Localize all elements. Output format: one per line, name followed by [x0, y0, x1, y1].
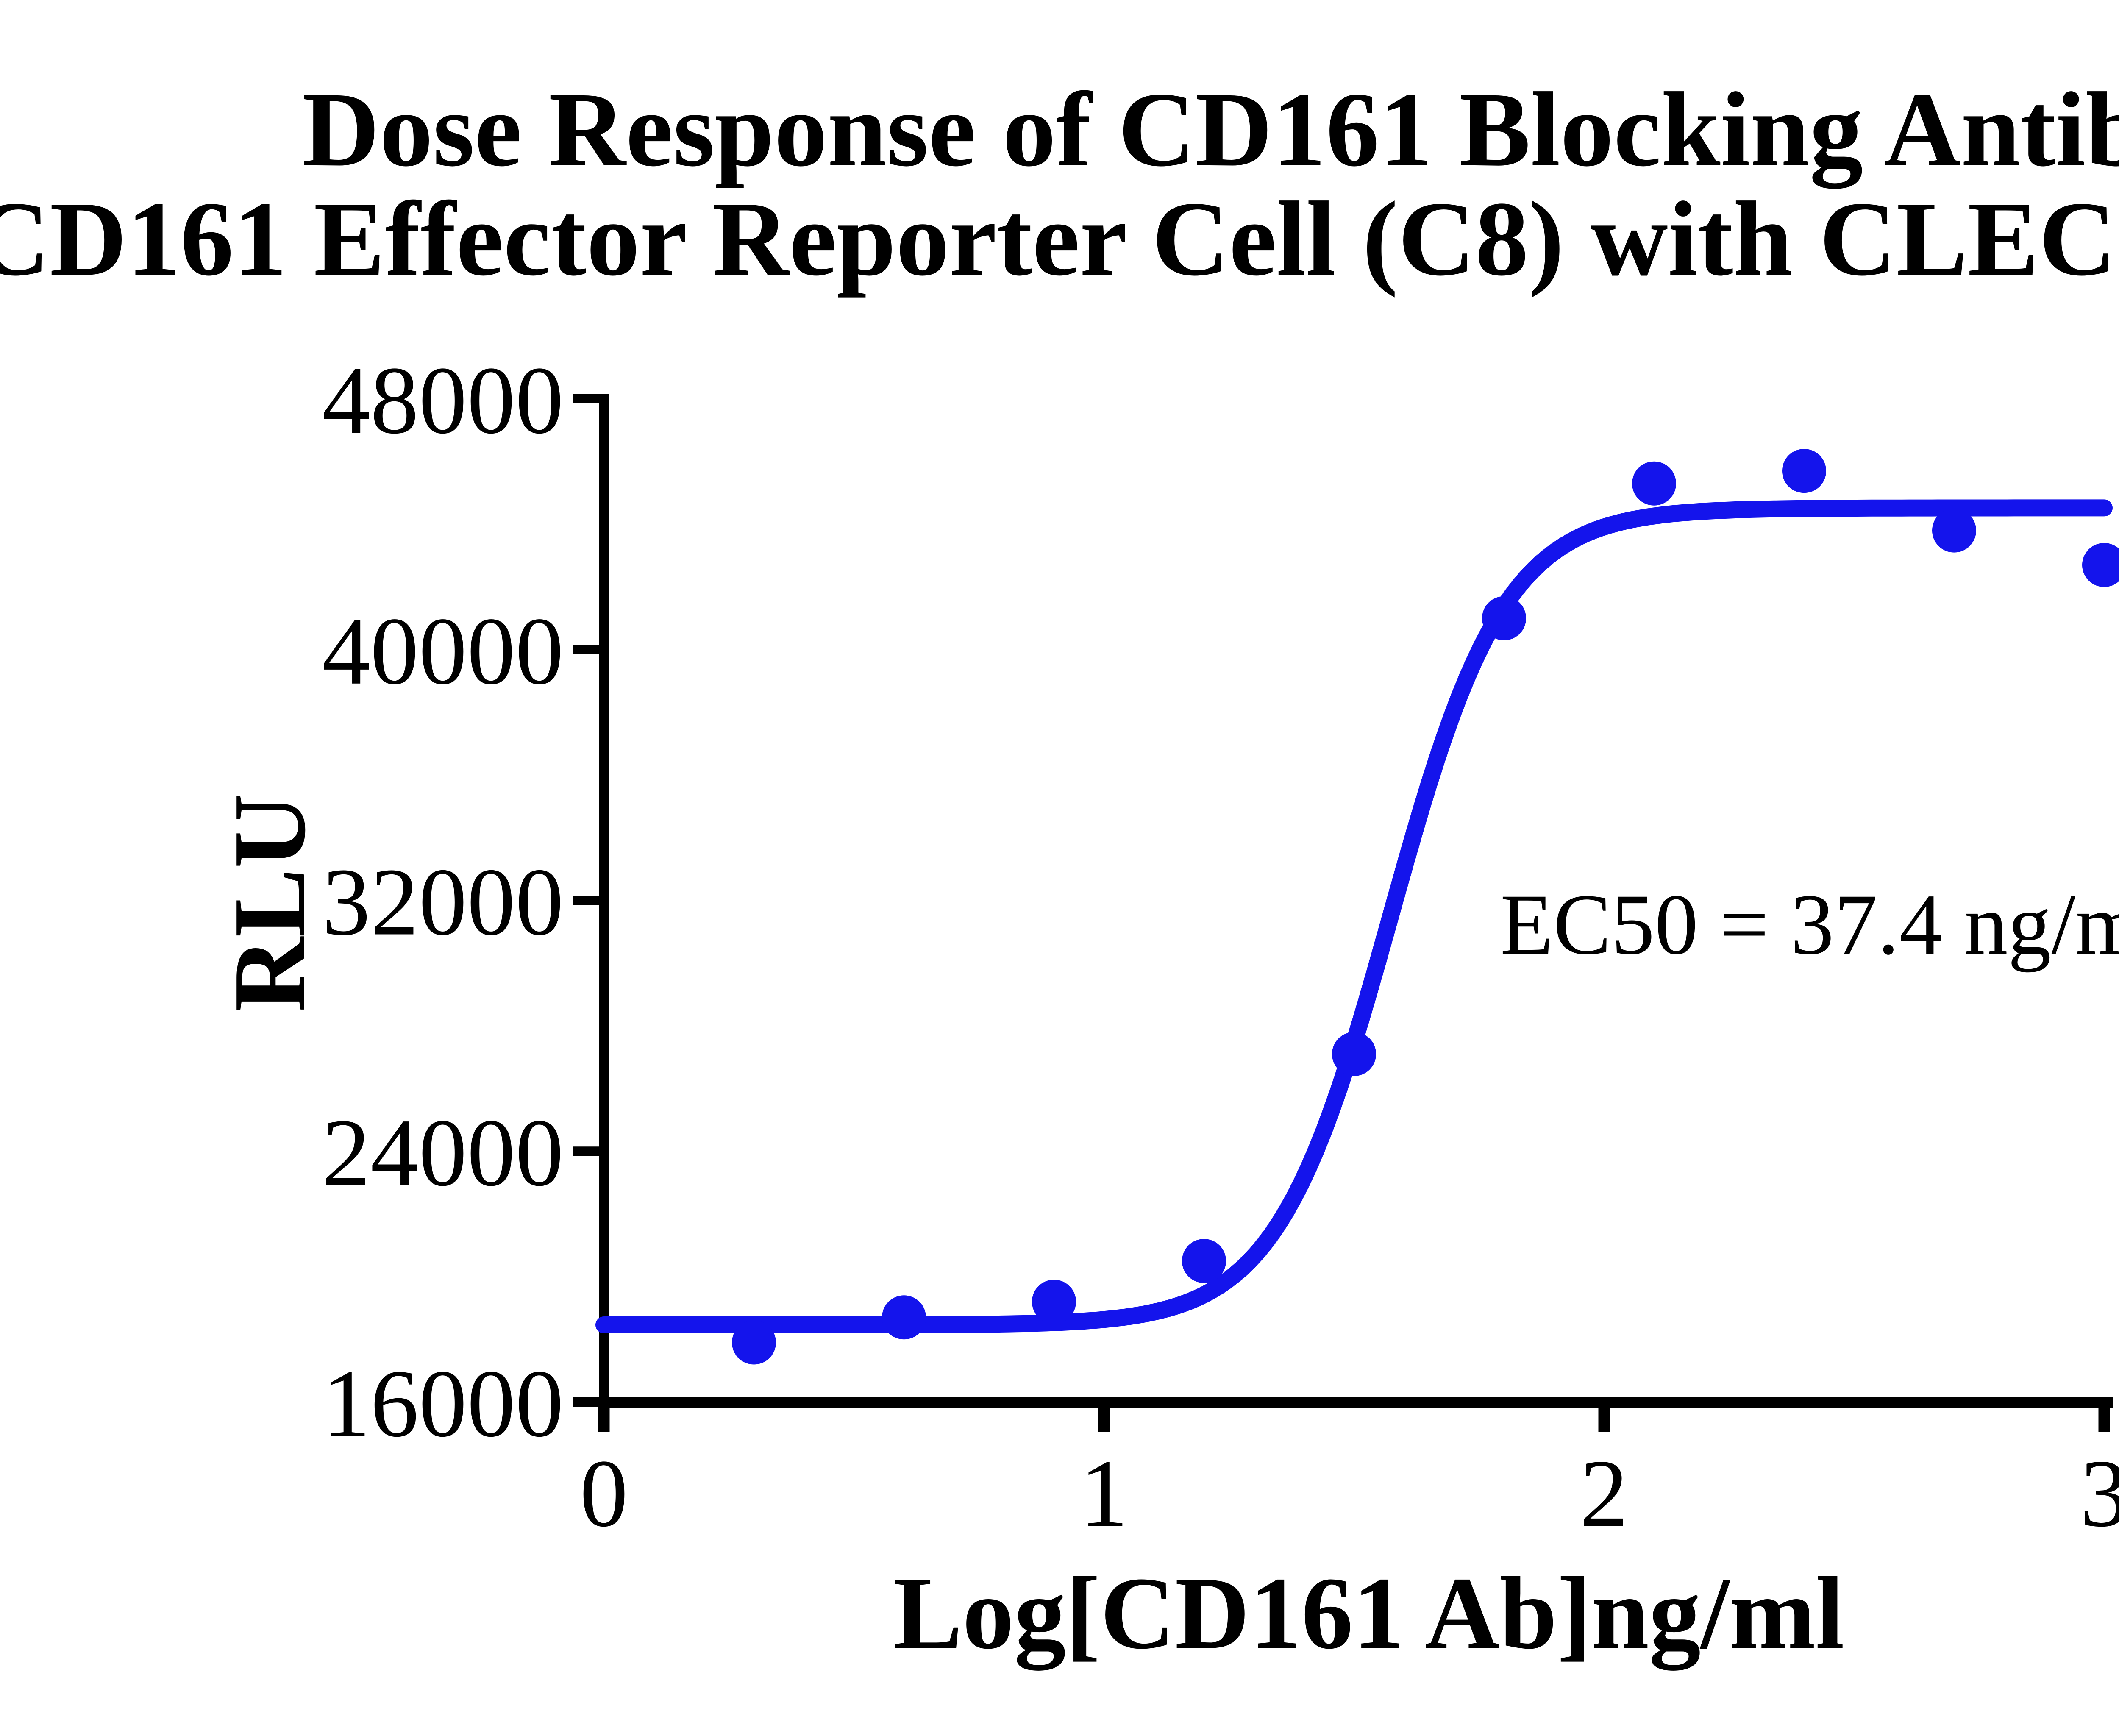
- chart-title-line1: Dose Response of CD161 Blocking Antibody…: [303, 70, 2119, 189]
- x-axis-label: Log[CD161 Ab]ng/ml: [893, 1556, 1844, 1671]
- x-tick-label: 2: [1580, 1440, 1628, 1547]
- data-point: [882, 1295, 926, 1340]
- data-point: [1182, 1239, 1226, 1283]
- data-point: [1782, 449, 1826, 493]
- y-tick-label: 40000: [322, 598, 564, 705]
- ec50-annotation: EC50 = 37.4 ng/ml: [1500, 876, 2119, 973]
- x-tick-label: 0: [580, 1440, 628, 1547]
- x-tick-label: 1: [1080, 1440, 1128, 1547]
- y-tick-label: 16000: [322, 1350, 564, 1457]
- data-point: [1332, 1032, 1376, 1076]
- y-tick-label: 48000: [322, 347, 564, 454]
- tick-label-group: 16000 24000 32000 40000 48000 0 1 2 3: [322, 347, 2119, 1547]
- y-tick-label: 24000: [322, 1099, 564, 1206]
- data-point: [1932, 508, 1976, 553]
- data-point: [1482, 596, 1526, 640]
- axes-group: [573, 394, 2113, 1432]
- y-axis-label: RLU: [212, 793, 327, 1012]
- data-point: [2082, 543, 2119, 587]
- y-tick-label: 32000: [322, 849, 564, 956]
- data-point: [1032, 1280, 1076, 1324]
- series-group: [595, 449, 2119, 1365]
- chart-title-line2: CD161 Effector Reporter Cell (C8) with C…: [0, 179, 2119, 298]
- data-point: [1632, 461, 1676, 506]
- x-tick-label: 3: [2080, 1440, 2119, 1547]
- data-point: [732, 1320, 776, 1365]
